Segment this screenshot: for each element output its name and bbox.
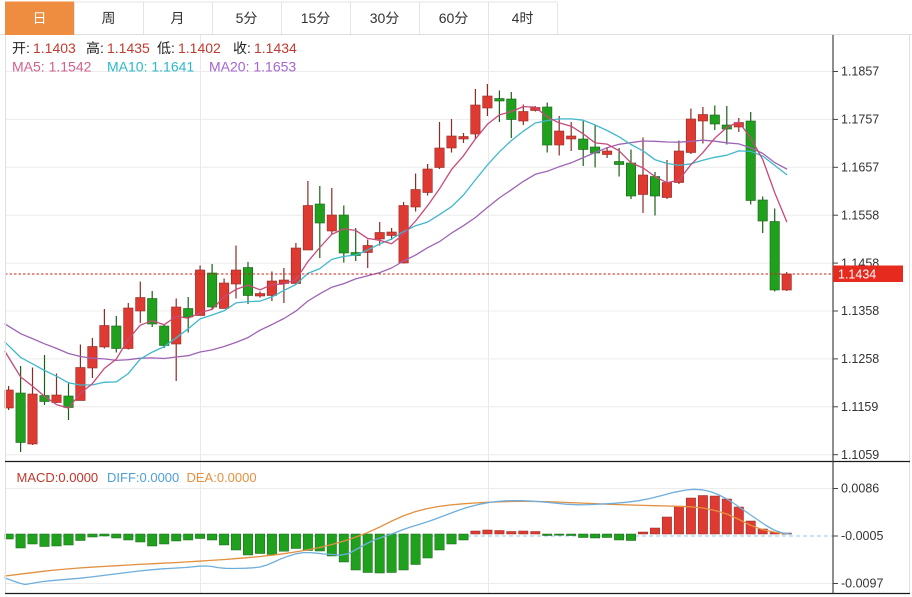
svg-text:1.1857: 1.1857 [841,65,879,79]
svg-text:MACD:0.0000: MACD:0.0000 [17,470,99,485]
svg-text:MA20: 1.1653: MA20: 1.1653 [209,59,296,75]
svg-text:60: 60 [439,10,455,26]
svg-text:1.1657: 1.1657 [841,161,879,175]
svg-text:1.1434: 1.1434 [838,267,876,281]
svg-text:-0.0005: -0.0005 [841,529,883,543]
svg-text::: : [100,40,104,56]
svg-text:1.1558: 1.1558 [841,208,879,222]
svg-text:15: 15 [301,10,317,26]
svg-text:1.1757: 1.1757 [841,113,879,127]
svg-text:1.1434: 1.1434 [254,40,297,56]
svg-text:MA10: 1.1641: MA10: 1.1641 [107,59,194,75]
svg-text:MA5: 1.1542: MA5: 1.1542 [12,59,92,75]
svg-text:1.1403: 1.1403 [33,40,76,56]
svg-text::: : [171,40,175,56]
svg-text:30: 30 [370,10,386,26]
svg-text:1.1059: 1.1059 [841,448,879,462]
svg-text:1.1159: 1.1159 [841,400,878,414]
svg-text:1.1402: 1.1402 [178,40,221,56]
svg-text:DEA:0.0000: DEA:0.0000 [187,470,257,485]
svg-text:4: 4 [512,10,520,26]
svg-text:DIFF:0.0000: DIFF:0.0000 [107,470,179,485]
svg-text:5: 5 [236,10,244,26]
svg-text:-0.0097: -0.0097 [841,577,883,591]
svg-text:1.1358: 1.1358 [841,304,879,318]
svg-text:0.0086: 0.0086 [841,482,879,496]
svg-text::: : [26,40,30,56]
svg-text::: : [247,40,251,56]
svg-text:1.1435: 1.1435 [107,40,150,56]
svg-text:1.1258: 1.1258 [841,352,879,366]
